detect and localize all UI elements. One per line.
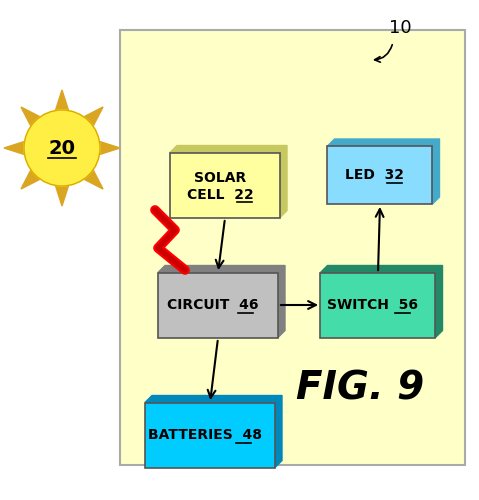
Polygon shape [275,396,282,468]
Polygon shape [170,146,287,152]
Polygon shape [4,90,120,206]
Polygon shape [433,139,440,204]
Text: 10: 10 [388,19,411,37]
Polygon shape [158,266,285,272]
Text: BATTERIES  48: BATTERIES 48 [148,428,262,442]
Circle shape [24,110,100,186]
FancyBboxPatch shape [328,146,433,204]
Text: CIRCUIT  46: CIRCUIT 46 [167,298,259,312]
Text: LED  32: LED 32 [345,168,404,182]
Text: CELL  22: CELL 22 [187,188,253,202]
Polygon shape [280,146,287,218]
Text: FIG. 9: FIG. 9 [296,369,424,407]
FancyBboxPatch shape [145,402,275,468]
Text: 20: 20 [48,138,76,158]
Text: SWITCH  56: SWITCH 56 [328,298,419,312]
FancyBboxPatch shape [170,152,280,218]
Polygon shape [328,139,440,146]
FancyBboxPatch shape [158,272,278,338]
Polygon shape [278,266,285,338]
Text: SOLAR: SOLAR [194,171,246,185]
Polygon shape [320,266,443,272]
FancyBboxPatch shape [320,272,435,338]
FancyBboxPatch shape [120,30,465,465]
Polygon shape [145,396,282,402]
Polygon shape [435,266,443,338]
